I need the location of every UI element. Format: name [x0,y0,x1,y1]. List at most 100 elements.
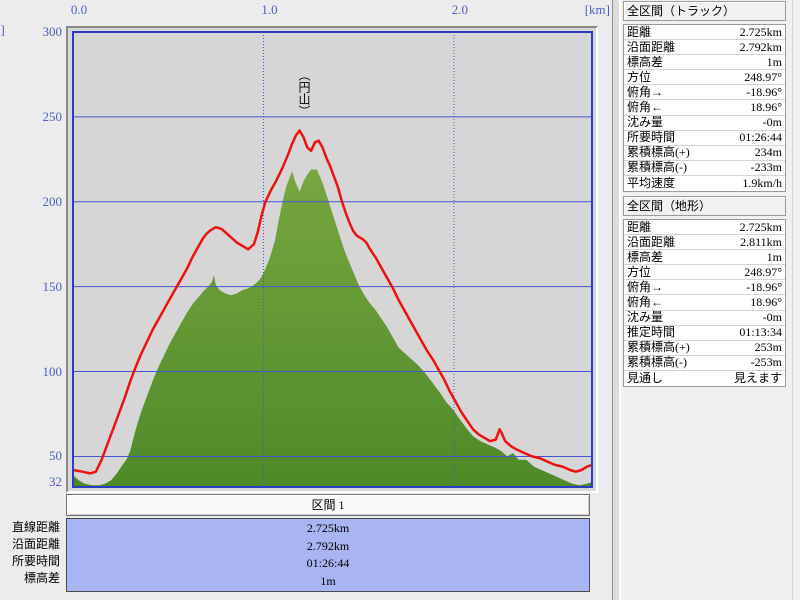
stats-table: 距離 2.725km 沿面距離 2.792km 標高差 1m 方位 248.97° 俯角→ -18… [623,24,786,193]
stat-label: 沈み量 [627,310,664,325]
stats-row: 累積標高(+) 253m [624,340,785,356]
stats-row: 標高差 1m [624,54,785,71]
stat-label: 所要時間 [627,130,676,145]
stats-row: 累積標高(-) -253m [624,355,785,371]
stat-label: 見通し [627,370,664,385]
panel-section-header[interactable]: 全区間（地形） [623,196,786,216]
summary-row-label: 直線距離 [11,520,60,534]
panel-section: 全区間（地形） 距離 2.725km 沿面距離 2.811km 標高差 1m 方位 248.97… [623,196,786,388]
summary-row-label: 所要時間 [11,554,60,568]
stat-value: 2.725km [739,24,782,39]
panel-splitter[interactable] [612,0,620,600]
stat-value: 1m [766,54,782,69]
stat-value: 見えます [733,370,782,385]
x-axis-tick-label: 0.0 [70,2,88,17]
stats-row: 距離 2.725km [624,219,785,236]
segment-values-box: 2.725km 2.792km 01:26:44 1m [66,518,590,592]
y-axis-unit-label: [m] [0,22,5,37]
stat-label: 標高差 [627,54,664,69]
stat-value: -253m [750,355,782,370]
panel-section-header[interactable]: 全区間（トラック） [623,1,786,21]
stats-row: 見通し 見えます [624,371,785,386]
terrain-area-series [73,169,592,487]
stat-label: 累積標高(+) [627,340,690,355]
stats-row: 沈み量 -0m [624,310,785,326]
stats-row: 累積標高(-) -233m [624,160,785,176]
stat-label: 距離 [627,24,652,39]
stats-row: 推定時間 01:13:34 [624,325,785,341]
stat-value: 248.97° [744,264,782,279]
summary-row-label: 沿面距離 [11,537,60,551]
plot-frame: （円山） [66,26,598,493]
x-axis-tick-label: 2.0 [451,2,469,17]
x-axis-unit-label: [km] [584,2,610,17]
stat-value: -233m [750,160,782,175]
stat-value: 2.811km [740,234,782,249]
stat-label: 距離 [627,219,652,234]
segment-value: 2.725km [306,521,350,535]
stat-value: -0m [762,115,782,130]
plot-svg[interactable] [72,31,593,488]
y-axis-tick-label: 150 [42,278,63,294]
panel-section: 全区間（トラック） 距離 2.725km 沿面距離 2.792km 標高差 1m 方位 248.… [623,1,786,193]
stat-value: 253m [754,340,782,355]
stat-value: 01:13:34 [739,325,782,340]
y-axis-tick-label: 250 [42,108,63,124]
stat-label: 標高差 [627,249,664,264]
panel-edge-line [792,0,793,600]
stats-row: 沿面距離 2.811km [624,234,785,251]
stat-label: 俯角← [627,295,664,310]
stat-value: 18.96° [750,295,782,310]
stat-value: 248.97° [744,69,782,84]
stat-label: 平均速度 [627,175,676,190]
stat-value: 1m [766,249,782,264]
stats-row: 沿面距離 2.792km [624,39,785,56]
track-line-series [72,129,593,475]
stat-value: 2.792km [739,39,782,54]
stat-label: 俯角→ [627,84,664,99]
stat-label: 累積標高(-) [627,160,687,175]
elevation-plot[interactable]: （円山） [72,31,593,488]
y-axis-tick-label: 32 [49,474,62,489]
stat-value: 18.96° [750,100,782,115]
stat-label: 俯角← [627,100,664,115]
stat-label: 推定時間 [627,325,676,340]
stat-label: 累積標高(+) [627,145,690,160]
stats-row: 沈み量 -0m [624,115,785,131]
stat-value: 01:26:44 [739,130,782,145]
stats-row: 方位 248.97° [624,69,785,86]
stats-row: 俯角← 18.96° [624,295,785,311]
stats-row: 俯角← 18.96° [624,100,785,116]
segment-column-header[interactable]: 区間 1 [66,494,590,516]
stats-row: 所要時間 01:26:44 [624,130,785,146]
stat-value: 1.9km/h [742,175,782,190]
segment-value: 01:26:44 [306,556,350,570]
stat-value: 234m [754,145,782,160]
plot-border [72,31,593,488]
summary-row-labels: 直線距離 沿面距離 所要時間 標高差 [0,519,60,587]
stat-label: 方位 [627,69,652,84]
x-axis-tick-label: 1.0 [261,2,278,17]
segment-value: 1m [320,573,336,588]
peak-annotation: （円山） [297,69,311,117]
stats-table: 距離 2.725km 沿面距離 2.811km 標高差 1m 方位 248.97° 俯角→ -18… [623,219,786,388]
stats-row: 俯角→ -18.96° [624,279,785,296]
stat-value: -18.96° [746,84,782,99]
stats-row: 標高差 1m [624,249,785,266]
stat-label: 俯角→ [627,279,664,294]
stats-row: 累積標高(+) 234m [624,145,785,161]
info-side-panel: 全区間（トラック） 距離 2.725km 沿面距離 2.792km 標高差 1m 方位 248.… [620,0,800,600]
stat-label: 累積標高(-) [627,355,687,370]
segment-value: 2.792km [306,538,350,553]
stat-label: 方位 [627,264,652,279]
stats-row: 距離 2.725km [624,24,785,41]
stat-label: 沿面距離 [627,234,676,249]
stat-value: -0m [762,310,782,325]
stats-row: 平均速度 1.9km/h [624,176,785,191]
stats-row: 方位 248.97° [624,264,785,281]
y-axis-tick-label: 200 [42,193,63,209]
stat-value: -18.96° [746,279,782,294]
stat-value: 2.725km [739,219,782,234]
